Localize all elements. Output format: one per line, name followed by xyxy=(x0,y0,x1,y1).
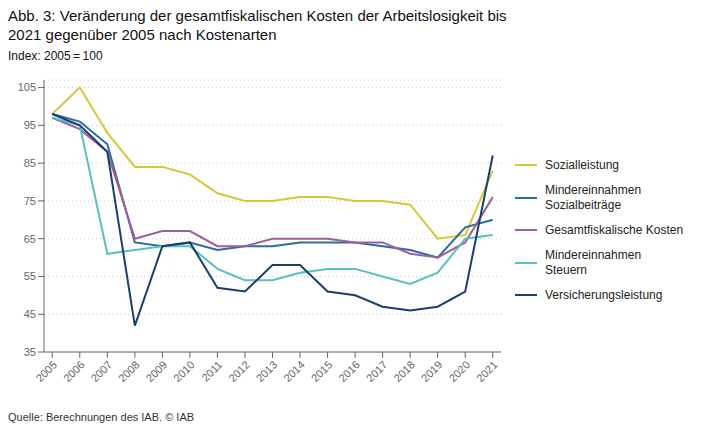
svg-text:2017: 2017 xyxy=(364,358,390,384)
svg-text:2021: 2021 xyxy=(474,358,500,384)
svg-text:45: 45 xyxy=(24,308,36,320)
svg-text:2011: 2011 xyxy=(199,358,224,383)
svg-text:105: 105 xyxy=(18,81,36,93)
svg-text:2007: 2007 xyxy=(88,358,114,384)
svg-text:2016: 2016 xyxy=(336,358,362,384)
svg-text:2005: 2005 xyxy=(33,358,59,384)
html-text:Versicherungsleistung: Versicherungsleistung xyxy=(545,287,663,302)
html-text:Mindereinnahmen: Mindereinnahmen xyxy=(545,247,642,262)
html-text:Abb. 3: Veränderung der gesamt: Abb. 3: Veränderung der gesamtfiskalisch… xyxy=(8,7,507,24)
svg-text:55: 55 xyxy=(24,270,36,282)
svg-text:2013: 2013 xyxy=(254,358,280,384)
html-text:Quelle: Berechnungen des IAB.: Quelle: Berechnungen des IAB. © IAB xyxy=(8,411,195,423)
svg-text:2018: 2018 xyxy=(391,358,417,384)
svg-text:2010: 2010 xyxy=(171,358,197,384)
svg-text:85: 85 xyxy=(24,157,36,169)
svg-text:35: 35 xyxy=(24,346,36,358)
svg-text:2009: 2009 xyxy=(144,358,170,384)
svg-text:2020: 2020 xyxy=(446,358,472,384)
svg-text:2014: 2014 xyxy=(281,358,307,384)
svg-text:2019: 2019 xyxy=(419,358,445,384)
html-text:Mindereinnahmen: Mindereinnahmen xyxy=(545,182,642,197)
html-text:Steuern: Steuern xyxy=(545,262,587,277)
svg-text:2012: 2012 xyxy=(226,358,252,384)
html-text:Gesamtfiskalische Kosten: Gesamtfiskalische Kosten xyxy=(545,222,684,237)
html-text:Index: 2005 = 100: Index: 2005 = 100 xyxy=(8,49,103,63)
svg-text:2015: 2015 xyxy=(309,358,335,384)
svg-text:95: 95 xyxy=(24,119,36,131)
svg-text:65: 65 xyxy=(24,233,36,245)
html-text:2021 gegenüber 2005 nach Koste: 2021 gegenüber 2005 nach Kostenarten xyxy=(8,26,277,43)
svg-text:75: 75 xyxy=(24,195,36,207)
svg-text:2008: 2008 xyxy=(116,358,142,384)
html-text:Sozialbeiträge: Sozialbeiträge xyxy=(545,197,622,212)
svg-text:2006: 2006 xyxy=(61,358,87,384)
html-text:Sozialleistung: Sozialleistung xyxy=(545,157,619,172)
